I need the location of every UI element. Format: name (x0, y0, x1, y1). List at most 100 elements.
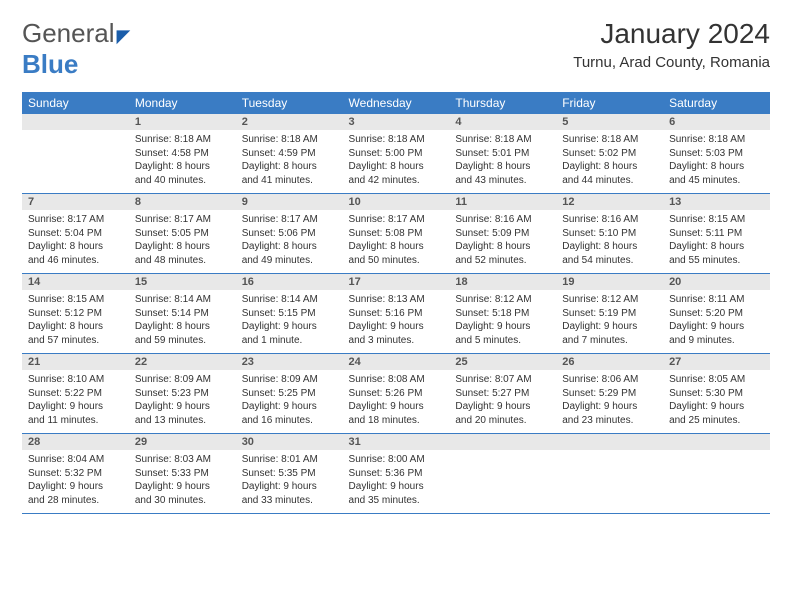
day-number: 10 (343, 194, 450, 210)
calendar-day-cell: 13Sunrise: 8:15 AMSunset: 5:11 PMDayligh… (663, 194, 770, 274)
day-number: 12 (556, 194, 663, 210)
sunrise-line: Sunrise: 8:17 AM (242, 213, 337, 227)
sunrise-line: Sunrise: 8:13 AM (349, 293, 444, 307)
sunrise-line: Sunrise: 8:01 AM (242, 453, 337, 467)
day-details: Sunrise: 8:13 AMSunset: 5:16 PMDaylight:… (343, 290, 450, 353)
daylight-line-1: Daylight: 9 hours (562, 400, 657, 414)
day-details: Sunrise: 8:10 AMSunset: 5:22 PMDaylight:… (22, 370, 129, 433)
sunrise-line: Sunrise: 8:12 AM (455, 293, 550, 307)
day-number: 3 (343, 114, 450, 130)
daylight-line-2: and 46 minutes. (28, 254, 123, 268)
calendar-day-cell (663, 434, 770, 514)
day-details-empty (22, 130, 129, 188)
sunset-line: Sunset: 5:10 PM (562, 227, 657, 241)
calendar-day-cell: 28Sunrise: 8:04 AMSunset: 5:32 PMDayligh… (22, 434, 129, 514)
daylight-line-1: Daylight: 9 hours (562, 320, 657, 334)
daylight-line-1: Daylight: 8 hours (135, 160, 230, 174)
calendar-day-cell: 24Sunrise: 8:08 AMSunset: 5:26 PMDayligh… (343, 354, 450, 434)
weekday-header: Wednesday (343, 92, 450, 114)
day-details: Sunrise: 8:15 AMSunset: 5:11 PMDaylight:… (663, 210, 770, 273)
calendar-week-row: 1Sunrise: 8:18 AMSunset: 4:58 PMDaylight… (22, 114, 770, 194)
daylight-line-2: and 25 minutes. (669, 414, 764, 428)
daylight-line-2: and 43 minutes. (455, 174, 550, 188)
sunset-line: Sunset: 5:36 PM (349, 467, 444, 481)
sunset-line: Sunset: 5:05 PM (135, 227, 230, 241)
daylight-line-1: Daylight: 8 hours (242, 160, 337, 174)
day-number: 6 (663, 114, 770, 130)
day-details: Sunrise: 8:08 AMSunset: 5:26 PMDaylight:… (343, 370, 450, 433)
sunrise-line: Sunrise: 8:18 AM (669, 133, 764, 147)
sunset-line: Sunset: 5:08 PM (349, 227, 444, 241)
daylight-line-1: Daylight: 9 hours (669, 320, 764, 334)
weekday-header: Sunday (22, 92, 129, 114)
daylight-line-1: Daylight: 8 hours (562, 160, 657, 174)
day-details: Sunrise: 8:18 AMSunset: 5:03 PMDaylight:… (663, 130, 770, 193)
sunrise-line: Sunrise: 8:05 AM (669, 373, 764, 387)
day-details-empty (556, 450, 663, 508)
daylight-line-2: and 52 minutes. (455, 254, 550, 268)
daylight-line-2: and 28 minutes. (28, 494, 123, 508)
day-details: Sunrise: 8:09 AMSunset: 5:23 PMDaylight:… (129, 370, 236, 433)
day-details: Sunrise: 8:01 AMSunset: 5:35 PMDaylight:… (236, 450, 343, 513)
calendar-week-row: 28Sunrise: 8:04 AMSunset: 5:32 PMDayligh… (22, 434, 770, 514)
day-details: Sunrise: 8:11 AMSunset: 5:20 PMDaylight:… (663, 290, 770, 353)
day-number: 20 (663, 274, 770, 290)
calendar-day-cell: 18Sunrise: 8:12 AMSunset: 5:18 PMDayligh… (449, 274, 556, 354)
sunset-line: Sunset: 5:04 PM (28, 227, 123, 241)
day-number: 13 (663, 194, 770, 210)
day-number: 31 (343, 434, 450, 450)
day-number: 11 (449, 194, 556, 210)
daylight-line-2: and 23 minutes. (562, 414, 657, 428)
daylight-line-2: and 1 minute. (242, 334, 337, 348)
day-details: Sunrise: 8:16 AMSunset: 5:10 PMDaylight:… (556, 210, 663, 273)
weekday-header: Friday (556, 92, 663, 114)
daylight-line-1: Daylight: 9 hours (242, 480, 337, 494)
day-details: Sunrise: 8:14 AMSunset: 5:14 PMDaylight:… (129, 290, 236, 353)
logo-text-blue: Blue (22, 49, 78, 79)
day-details: Sunrise: 8:12 AMSunset: 5:18 PMDaylight:… (449, 290, 556, 353)
day-number: 17 (343, 274, 450, 290)
day-details: Sunrise: 8:17 AMSunset: 5:06 PMDaylight:… (236, 210, 343, 273)
daylight-line-2: and 40 minutes. (135, 174, 230, 188)
calendar-day-cell: 4Sunrise: 8:18 AMSunset: 5:01 PMDaylight… (449, 114, 556, 194)
sunset-line: Sunset: 5:11 PM (669, 227, 764, 241)
daylight-line-2: and 20 minutes. (455, 414, 550, 428)
daylight-line-1: Daylight: 9 hours (349, 320, 444, 334)
daylight-line-1: Daylight: 9 hours (135, 480, 230, 494)
day-details: Sunrise: 8:18 AMSunset: 5:00 PMDaylight:… (343, 130, 450, 193)
sunset-line: Sunset: 5:00 PM (349, 147, 444, 161)
daylight-line-2: and 48 minutes. (135, 254, 230, 268)
day-number: 23 (236, 354, 343, 370)
day-details: Sunrise: 8:03 AMSunset: 5:33 PMDaylight:… (129, 450, 236, 513)
day-details: Sunrise: 8:12 AMSunset: 5:19 PMDaylight:… (556, 290, 663, 353)
daylight-line-2: and 45 minutes. (669, 174, 764, 188)
sunrise-line: Sunrise: 8:18 AM (242, 133, 337, 147)
calendar-day-cell: 11Sunrise: 8:16 AMSunset: 5:09 PMDayligh… (449, 194, 556, 274)
day-number: 28 (22, 434, 129, 450)
sunrise-line: Sunrise: 8:12 AM (562, 293, 657, 307)
location-label: Turnu, Arad County, Romania (573, 54, 770, 71)
sunrise-line: Sunrise: 8:16 AM (455, 213, 550, 227)
daylight-line-1: Daylight: 9 hours (669, 400, 764, 414)
day-details: Sunrise: 8:09 AMSunset: 5:25 PMDaylight:… (236, 370, 343, 433)
sunset-line: Sunset: 5:32 PM (28, 467, 123, 481)
daylight-line-2: and 41 minutes. (242, 174, 337, 188)
sunset-line: Sunset: 5:20 PM (669, 307, 764, 321)
calendar-day-cell: 26Sunrise: 8:06 AMSunset: 5:29 PMDayligh… (556, 354, 663, 434)
day-number: 30 (236, 434, 343, 450)
title-block: January 2024 Turnu, Arad County, Romania (573, 18, 770, 71)
calendar-day-cell: 6Sunrise: 8:18 AMSunset: 5:03 PMDaylight… (663, 114, 770, 194)
day-number: 2 (236, 114, 343, 130)
daylight-line-1: Daylight: 9 hours (455, 320, 550, 334)
sunrise-line: Sunrise: 8:08 AM (349, 373, 444, 387)
daylight-line-2: and 42 minutes. (349, 174, 444, 188)
calendar-day-cell: 21Sunrise: 8:10 AMSunset: 5:22 PMDayligh… (22, 354, 129, 434)
sunrise-line: Sunrise: 8:17 AM (28, 213, 123, 227)
daylight-line-2: and 54 minutes. (562, 254, 657, 268)
day-number-empty (449, 434, 556, 450)
calendar-day-cell: 29Sunrise: 8:03 AMSunset: 5:33 PMDayligh… (129, 434, 236, 514)
sunrise-line: Sunrise: 8:17 AM (349, 213, 444, 227)
sunrise-line: Sunrise: 8:10 AM (28, 373, 123, 387)
sunset-line: Sunset: 5:15 PM (242, 307, 337, 321)
day-number: 16 (236, 274, 343, 290)
